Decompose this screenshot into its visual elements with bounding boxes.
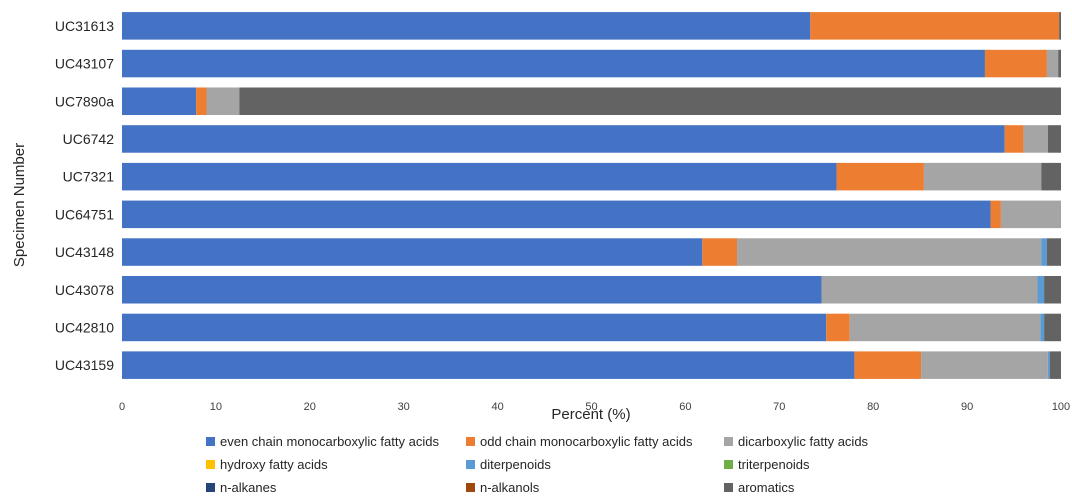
bar-segment (826, 313, 850, 342)
legend-swatch (466, 483, 475, 492)
y-tick-labels: UC31613 UC43107 UC7890a UC6742 UC7321 UC64751… (55, 18, 114, 373)
bars-layer (122, 12, 1061, 379)
legend-label: odd chain monocarboxylic fatty acids (480, 434, 693, 449)
bar-segment (1047, 125, 1061, 153)
bar-segment (921, 351, 1048, 379)
y-tick-label: UC43159 (55, 357, 114, 373)
x-tick-label: 20 (304, 401, 316, 413)
y-tick-label: UC43078 (55, 282, 114, 298)
bar-segment (1046, 238, 1061, 266)
legend-label: aromatics (738, 480, 795, 495)
bar-segment (810, 12, 1060, 40)
bar-segment (122, 87, 197, 116)
y-tick-label: UC7321 (63, 169, 115, 185)
bar-segment (1040, 313, 1045, 342)
bar-segment (122, 49, 985, 78)
bar-segment (1041, 238, 1047, 266)
x-tick-label: 100 (1052, 401, 1070, 413)
bar-segment (1058, 49, 1061, 78)
y-tick-label: UC6742 (63, 131, 115, 147)
x-axis: 0 10 20 30 40 50 60 70 80 90 100 (119, 401, 1070, 413)
x-tick-label: 30 (398, 401, 410, 413)
bar-segment (122, 238, 703, 266)
y-tick-label: UC7890a (55, 93, 114, 109)
x-tick-label: 40 (491, 401, 503, 413)
legend-label: n-alkanols (480, 480, 540, 495)
bar-segment (1046, 49, 1059, 78)
legend-label: dicarboxylic fatty acids (738, 434, 869, 449)
legend-label: n-alkanes (220, 480, 277, 495)
bar-segment (122, 200, 991, 229)
bar-segment (1044, 313, 1061, 342)
bar-segment (1004, 125, 1024, 153)
bar-segment (122, 12, 811, 40)
bar-segment (122, 125, 1005, 153)
bar-segment (923, 162, 1042, 191)
legend-swatch (206, 437, 215, 446)
bar-segment (1041, 162, 1061, 191)
bar-segment (990, 200, 1001, 229)
bar-segment (122, 162, 837, 191)
legend-swatch (724, 460, 733, 469)
bar-segment (196, 87, 207, 116)
x-axis-title: Percent (%) (551, 406, 630, 423)
y-tick-label: UC64751 (55, 206, 114, 222)
legend-swatch (466, 460, 475, 469)
y-tick-label: UC43148 (55, 244, 114, 260)
y-tick-label: UC42810 (55, 319, 114, 335)
bar-segment (122, 313, 827, 342)
legend-label: triterpenoids (738, 457, 810, 472)
bar-segment (854, 351, 922, 379)
x-tick-label: 80 (867, 401, 879, 413)
legend-swatch (724, 437, 733, 446)
bar-segment (836, 162, 924, 191)
bar-segment (702, 238, 738, 266)
x-tick-label: 10 (210, 401, 222, 413)
bar-segment (1047, 351, 1050, 379)
x-tick-label: 90 (961, 401, 973, 413)
bar-segment (1049, 351, 1061, 379)
legend-label: even chain monocarboxylic fatty acids (220, 434, 439, 449)
x-tick-label: 50 (585, 401, 597, 413)
bar-segment (1044, 275, 1061, 304)
bar-segment (239, 87, 1061, 116)
bar-segment (122, 275, 822, 304)
legend-swatch (206, 460, 215, 469)
bar-segment (849, 313, 1041, 342)
y-axis-title: Specimen Number (11, 143, 28, 267)
legend: even chain monocarboxylic fatty acids odd… (206, 434, 869, 495)
y-tick-label: UC31613 (55, 18, 114, 34)
x-tick-label: 70 (773, 401, 785, 413)
bar-segment (1059, 12, 1061, 40)
bar-segment (821, 275, 1038, 304)
bar-segment (737, 238, 1042, 266)
legend-swatch (206, 483, 215, 492)
bar-segment (1037, 275, 1045, 304)
y-tick-label: UC43107 (55, 56, 114, 72)
legend-swatch (724, 483, 733, 492)
bar-segment (1000, 200, 1061, 229)
bar-segment (122, 351, 855, 379)
bar-segment (1023, 125, 1048, 153)
legend-label: hydroxy fatty acids (220, 457, 328, 472)
x-tick-label: 0 (119, 401, 125, 413)
bar-segment (206, 87, 240, 116)
x-tick-label: 60 (679, 401, 691, 413)
legend-label: diterpenoids (480, 457, 551, 472)
legend-swatch (466, 437, 475, 446)
bar-segment (984, 49, 1047, 78)
